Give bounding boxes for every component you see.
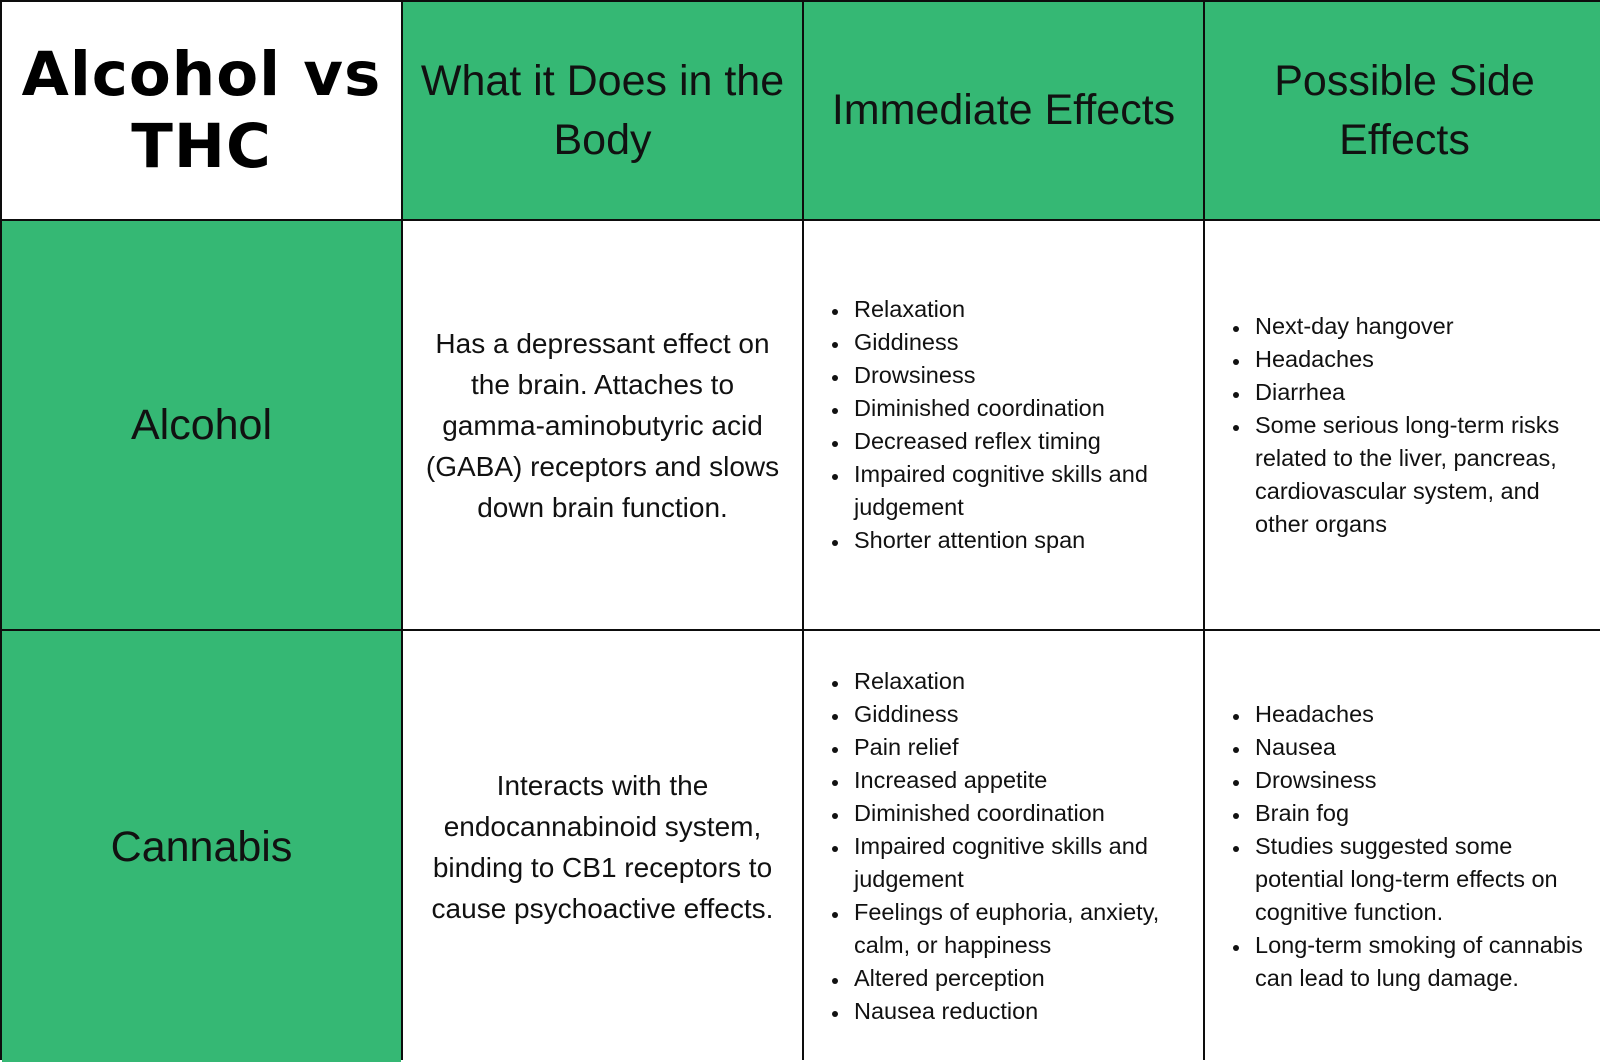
- list-item: Feelings of euphoria, anxiety, calm, or …: [850, 896, 1189, 962]
- list-item: Diarrhea: [1251, 376, 1590, 409]
- body-action-cell-cannabis: Interacts with the endocannabinoid syste…: [403, 631, 802, 1062]
- header-cell-body: What it Does in the Body: [403, 2, 802, 219]
- list-item: Giddiness: [850, 698, 1189, 731]
- column-header-side-effects: Possible Side Effects: [1274, 56, 1535, 164]
- list-item: Decreased reflex timing: [850, 425, 1189, 458]
- list-item: Nausea: [1251, 731, 1590, 764]
- list-item: Drowsiness: [1251, 764, 1590, 797]
- table-title-cell: Alcohol vs THC: [2, 2, 401, 219]
- list-item: Shorter attention span: [850, 524, 1189, 557]
- title-line-2: THC: [131, 110, 272, 182]
- list-item: Studies suggested some potential long-te…: [1251, 830, 1590, 929]
- list-item: Some serious long-term risks related to …: [1251, 409, 1590, 541]
- table-title: Alcohol vs THC: [22, 39, 382, 183]
- side-effects-list-cannabis: HeadachesNauseaDrowsinessBrain fogStudie…: [1205, 698, 1600, 995]
- side-effects-list-alcohol: Next-day hangoverHeadachesDiarrheaSome s…: [1205, 310, 1600, 541]
- immediate-effects-cell-cannabis: RelaxationGiddinessPain reliefIncreased …: [804, 631, 1203, 1062]
- list-item: Diminished coordination: [850, 797, 1189, 830]
- list-item: Impaired cognitive skills and judgement: [850, 830, 1189, 896]
- title-line-1: Alcohol vs: [21, 38, 382, 110]
- immediate-effects-list-cannabis: RelaxationGiddinessPain reliefIncreased …: [804, 665, 1203, 1028]
- list-item: Long-term smoking of cannabis can lead t…: [1251, 929, 1590, 995]
- body-action-cell-alcohol: Has a depressant effect on the brain. At…: [403, 221, 802, 629]
- immediate-effects-cell-alcohol: RelaxationGiddinessDrowsinessDiminished …: [804, 221, 1203, 629]
- body-action-alcohol: Has a depressant effect on the brain. At…: [425, 327, 780, 523]
- list-item: Drowsiness: [850, 359, 1189, 392]
- row-label-alcohol: Alcohol: [130, 401, 273, 449]
- list-item: Relaxation: [850, 665, 1189, 698]
- side-effects-cell-cannabis: HeadachesNauseaDrowsinessBrain fogStudie…: [1205, 631, 1600, 1062]
- row-label-cell-alcohol: Alcohol: [2, 221, 401, 629]
- column-header-body: What it Does in the Body: [420, 56, 785, 164]
- body-action-cannabis: Interacts with the endocannabinoid syste…: [431, 769, 774, 924]
- list-item: Headaches: [1251, 698, 1590, 731]
- list-item: Brain fog: [1251, 797, 1590, 830]
- header-cell-side-effects: Possible Side Effects: [1205, 2, 1600, 219]
- list-item: Next-day hangover: [1251, 310, 1590, 343]
- list-item: Impaired cognitive skills and judgement: [850, 458, 1189, 524]
- row-label-cannabis: Cannabis: [110, 822, 293, 871]
- list-item: Diminished coordination: [850, 392, 1189, 425]
- immediate-effects-list-alcohol: RelaxationGiddinessDrowsinessDiminished …: [804, 293, 1203, 557]
- list-item: Nausea reduction: [850, 995, 1189, 1028]
- side-effects-cell-alcohol: Next-day hangoverHeadachesDiarrheaSome s…: [1205, 221, 1600, 629]
- header-cell-immediate: Immediate Effects: [804, 2, 1203, 219]
- list-item: Relaxation: [850, 293, 1189, 326]
- list-item: Giddiness: [850, 326, 1189, 359]
- row-label-cell-cannabis: Cannabis: [2, 631, 401, 1062]
- list-item: Headaches: [1251, 343, 1590, 376]
- list-item: Increased appetite: [850, 764, 1189, 797]
- list-item: Altered perception: [850, 962, 1189, 995]
- list-item: Pain relief: [850, 731, 1189, 764]
- column-header-immediate: Immediate Effects: [831, 86, 1176, 134]
